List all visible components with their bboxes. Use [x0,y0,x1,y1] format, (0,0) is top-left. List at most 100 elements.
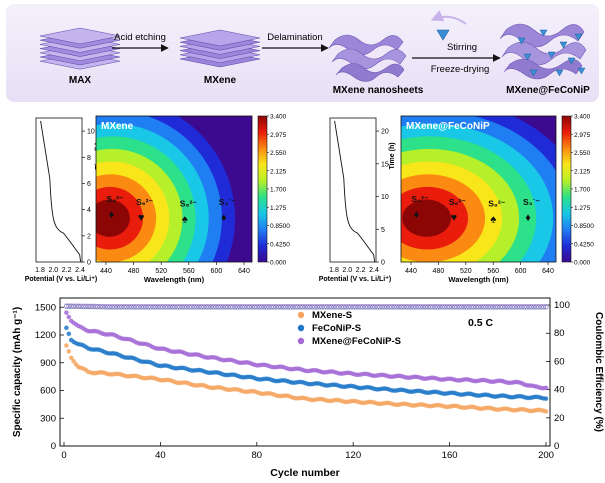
feconip-particle-icon [539,29,548,37]
colorbar-tick-label: 2.125 [574,168,591,175]
efficiency-point [360,304,366,309]
x-tick-label: 160 [442,450,458,461]
efficiency-point [114,304,120,309]
efficiency-point [507,304,513,309]
capacity-point [68,355,74,361]
efficiency-point [435,304,440,309]
efficiency-point [353,304,359,309]
efficiency-point [382,304,387,309]
feconip-particle-icon [529,69,538,77]
efficiency-point [92,303,98,309]
capacity-point [543,385,549,391]
colorbar-tick-label: 0.8500 [574,223,594,230]
voltage-axis-label: Potential (V vs. Li/Li⁺) [25,276,98,283]
efficiency-point [280,304,286,309]
y2-tick-label: 0 [554,441,559,452]
efficiency-point [541,304,546,309]
efficiency-point [225,304,231,309]
efficiency-point [213,304,219,309]
x-tick-label: 80 [252,450,263,461]
efficiency-point [408,304,414,309]
colorbar-tick-label: 1.275 [574,205,591,212]
efficiency-point [473,304,479,309]
capacity-point [71,358,76,364]
efficiency-point [88,303,93,309]
efficiency-point [196,304,202,309]
efficiency-point [377,304,383,309]
efficiency-point [425,304,431,309]
arrow-label-acid-etching: Acid etching [114,32,166,43]
step-label-nanosheets: MXene nanosheets [333,85,424,96]
efficiency-point [521,304,527,309]
efficiency-point [150,304,156,309]
capacity-point [64,325,69,331]
efficiency-point [292,304,298,309]
efficiency-point [239,304,245,309]
colorbar-tick-label: 1.700 [270,187,287,194]
time-tick-label: 0 [87,260,91,267]
efficiency-point [256,304,262,309]
efficiency-point [66,303,72,309]
efficiency-point [133,304,139,309]
efficiency-point [261,304,267,309]
voltage-tick-label: 2.4 [75,267,85,274]
efficiency-point [307,304,313,309]
efficiency-point [343,304,349,309]
mxene-nanosheets-illustration [328,34,407,82]
efficiency-point [509,304,515,309]
efficiency-point [232,304,238,309]
efficiency-point [268,304,274,309]
y2-tick-label: 60 [554,356,565,367]
efficiency-point [370,304,375,309]
efficiency-point [336,304,342,309]
efficiency-point [394,304,399,309]
efficiency-point [536,304,542,309]
efficiency-point [143,304,149,309]
legend-marker [297,337,305,345]
capacity-point [64,343,69,348]
efficiency-point [406,304,412,309]
series-MXene-S [64,304,549,414]
efficiency-point [153,304,158,309]
time-tick-label: 10 [87,129,95,136]
species-label: S₈²⁻ [488,199,505,209]
efficiency-point [191,304,197,309]
y2-tick-label: 40 [554,385,565,396]
efficiency-point [172,304,178,309]
efficiency-point [247,304,252,309]
efficiency-point [104,303,110,309]
wavelength-tick-label: 480 [433,268,445,275]
legend: MXene-S FeCoNiP-S MXene@FeCoNiP-S [297,310,401,347]
time-tick-label: 8 [87,155,91,162]
efficiency-point [533,304,539,309]
efficiency-point [420,304,426,309]
efficiency-point [117,304,122,309]
colorbar-tick-label: 2.975 [574,132,591,139]
rate-annotation: 0.5 C [468,317,494,329]
efficiency-point [119,304,125,309]
synthesis-schematic: MAX Acid etching MXene Delamination MXen… [6,4,599,102]
efficiency-point [427,304,433,309]
feconip-particle-icon [517,37,526,45]
species-label: S₄²⁻ [106,194,124,204]
voltage-tick-label: 2.0 [342,267,352,274]
y2-tick-label: 80 [554,328,565,339]
efficiency-point [97,303,103,309]
efficiency-point [447,304,452,309]
heatmap-title: MXene [101,121,134,132]
cycling-performance-chart: 0 40 80 120 160 20003006009001200150002040608… [12,297,604,479]
efficiency-point [442,304,448,309]
step-label-mxene: MXene [204,75,237,86]
legend-marker [297,311,305,319]
efficiency-point [430,304,436,309]
efficiency-point [78,303,84,309]
wavelength-tick-label: 520 [460,268,472,275]
efficiency-point [333,304,339,309]
capacity-point [543,396,549,401]
efficiency-point [314,304,320,309]
efficiency-point [471,304,477,309]
efficiency-point [259,304,265,309]
efficiency-point [476,304,481,309]
heatmap-frame [95,115,253,263]
